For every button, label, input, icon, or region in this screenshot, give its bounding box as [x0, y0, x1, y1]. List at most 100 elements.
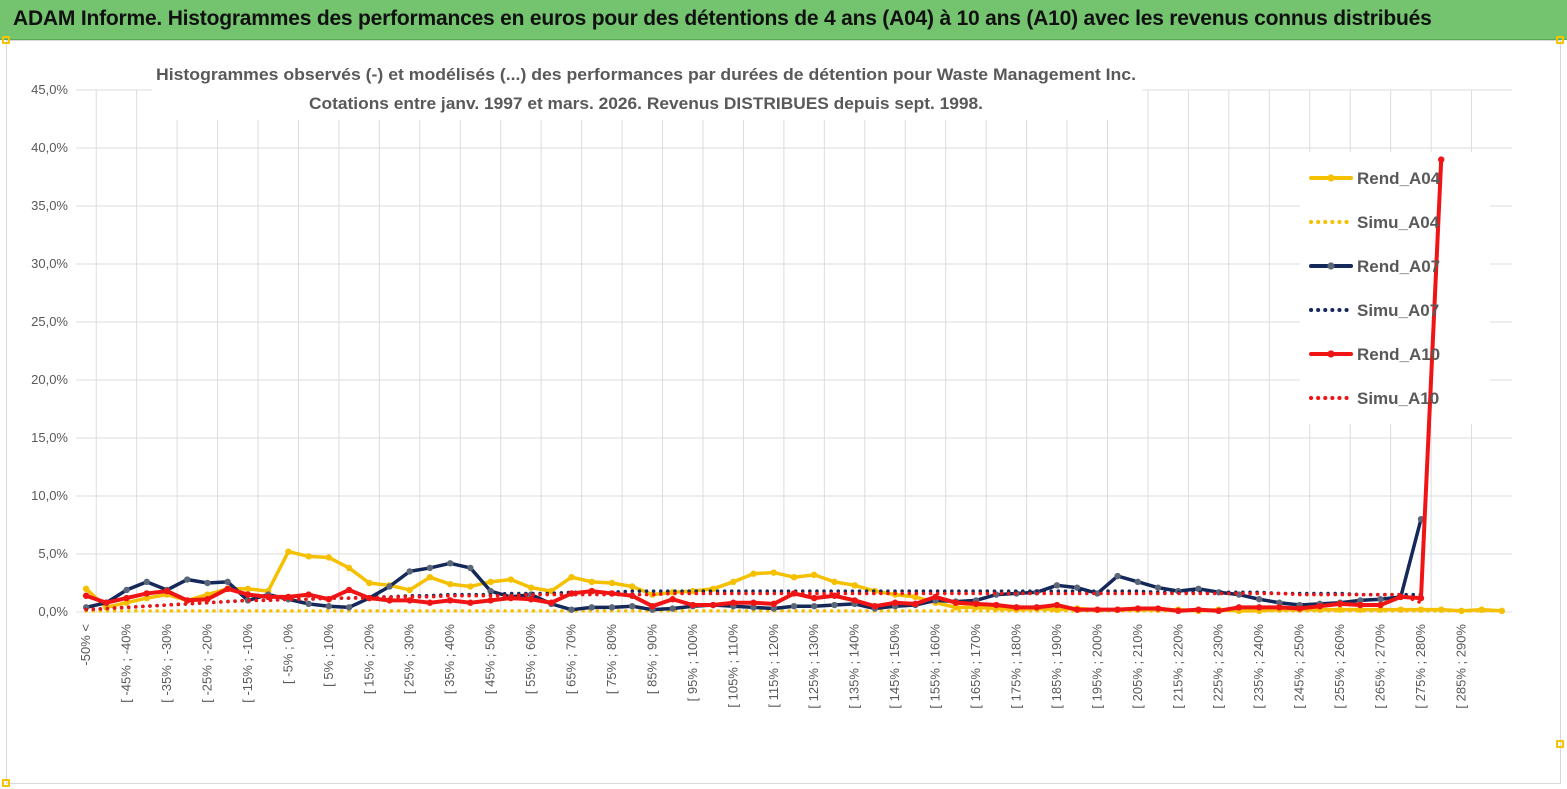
y-tick-label: 10,0% — [31, 488, 68, 503]
data-point-rend-a04 — [446, 580, 454, 588]
data-point-rend-a07 — [143, 578, 150, 586]
x-tick-label: [ 185% ; 190% — [1049, 624, 1064, 709]
y-tick-label: 45,0% — [31, 82, 68, 97]
selection-handle-right[interactable] — [1556, 740, 1564, 748]
x-tick-label: [ 105% ; 110% — [725, 624, 740, 708]
x-tick-label: [ 15% ; 20% — [361, 624, 376, 695]
legend-marker-rend-a07 — [1327, 262, 1335, 270]
data-point-rend-a04 — [305, 553, 312, 560]
data-point-rend-a07 — [790, 603, 798, 610]
data-point-rend-a10 — [952, 599, 960, 606]
data-point-rend-a10 — [487, 597, 494, 604]
legend-label-rend-a10: Rend_A10 — [1357, 345, 1440, 364]
data-point-rend-a10 — [527, 596, 535, 603]
x-tick-label: [ 215% ; 220% — [1170, 624, 1185, 709]
data-point-rend-a10 — [446, 597, 454, 604]
data-point-rend-a04 — [851, 582, 858, 589]
series-line-simu-a10 — [84, 591, 1423, 612]
data-point-rend-a10 — [912, 600, 919, 608]
data-point-rend-a10 — [649, 603, 656, 610]
data-point-rend-a07 — [831, 601, 838, 609]
data-point-rend-a07 — [426, 564, 434, 572]
selection-handle-top-left[interactable] — [2, 36, 10, 44]
data-point-rend-a10 — [548, 599, 555, 606]
data-point-rend-a07 — [184, 576, 191, 583]
data-point-rend-a10 — [730, 599, 737, 606]
data-point-rend-a07 — [811, 603, 818, 610]
data-point-rend-a07 — [1134, 578, 1142, 586]
data-point-rend-a10 — [345, 586, 353, 594]
legend-label-rend-a07: Rend_A07 — [1357, 257, 1440, 276]
data-point-rend-a10 — [426, 599, 434, 606]
x-tick-label: [ 35% ; 40% — [442, 624, 457, 695]
x-tick-label: [ 125% ; 130% — [806, 624, 821, 709]
chart-subtitle: Cotations entre janv. 1997 et mars. 2026… — [309, 94, 983, 113]
data-point-rend-a10 — [669, 596, 676, 603]
data-point-rend-a10 — [891, 599, 899, 606]
data-point-rend-a10 — [1073, 606, 1081, 613]
data-point-rend-a04 — [406, 586, 413, 594]
data-point-rend-a10 — [406, 597, 413, 604]
x-tick-label: [ 155% ; 160% — [928, 624, 943, 709]
data-point-rend-a04 — [770, 569, 777, 576]
data-point-rend-a04 — [325, 554, 333, 561]
legend-label-simu-a10: Simu_A10 — [1357, 389, 1439, 408]
y-tick-label: 25,0% — [31, 314, 68, 329]
data-point-rend-a10 — [1357, 601, 1364, 609]
x-tick-label: [ -15% ; -10% — [240, 624, 255, 703]
data-point-rend-a07 — [204, 579, 211, 587]
data-point-rend-a04 — [912, 593, 919, 601]
legend-label-simu-a04: Simu_A04 — [1357, 213, 1440, 232]
selection-handle-top-right[interactable] — [1556, 36, 1564, 44]
data-point-rend-a07 — [1053, 582, 1061, 589]
data-point-rend-a10 — [811, 594, 818, 602]
x-tick-label: [ 25% ; 30% — [402, 624, 417, 695]
data-point-rend-a04 — [689, 587, 697, 595]
data-point-rend-a07 — [588, 604, 595, 611]
x-tick-label: [ -25% ; -20% — [199, 624, 214, 703]
data-point-rend-a10 — [1215, 607, 1222, 615]
data-point-rend-a10 — [993, 601, 1000, 609]
data-point-rend-a10 — [1053, 601, 1061, 609]
series-line-rend-a10 — [84, 157, 1444, 613]
x-tick-label: [ 75% ; 80% — [604, 624, 619, 695]
data-point-rend-a07 — [345, 604, 353, 611]
x-tick-label: [ 85% ; 90% — [644, 624, 659, 695]
y-tick-label: 20,0% — [31, 372, 68, 387]
data-point-rend-a07 — [123, 586, 130, 594]
data-point-rend-a04 — [628, 583, 636, 590]
data-point-rend-a10 — [1336, 600, 1344, 608]
data-point-rend-a10 — [143, 590, 150, 597]
x-tick-label: [ 275% ; 280% — [1413, 624, 1428, 709]
data-point-rend-a04 — [244, 585, 252, 592]
data-point-rend-a10 — [871, 603, 879, 610]
data-point-rend-a10 — [1114, 606, 1121, 613]
y-tick-label: 30,0% — [31, 256, 68, 271]
data-point-rend-a10 — [709, 601, 717, 609]
data-point-rend-a07 — [446, 560, 454, 567]
data-point-rend-a10 — [689, 601, 697, 609]
x-tick-label: [ 195% ; 200% — [1089, 624, 1104, 709]
data-point-rend-a07 — [1195, 585, 1202, 592]
data-point-rend-a07 — [1154, 584, 1162, 591]
x-tick-label: [ 165% ; 170% — [968, 624, 983, 709]
report-banner: ADAM Informe. Histogrammes des performan… — [0, 0, 1567, 40]
y-tick-label: 15,0% — [31, 430, 68, 445]
data-point-rend-a10 — [1438, 156, 1445, 163]
selection-handle-bottom-left[interactable] — [2, 779, 10, 787]
x-tick-label: [ 175% ; 180% — [1008, 624, 1023, 709]
data-point-rend-a04 — [750, 570, 757, 577]
data-point-rend-a04 — [143, 594, 150, 602]
data-point-rend-a10 — [103, 599, 110, 606]
data-point-rend-a10 — [184, 597, 191, 604]
data-point-rend-a07 — [224, 578, 231, 586]
data-point-rend-a10 — [305, 591, 312, 598]
data-point-rend-a10 — [1417, 594, 1425, 602]
data-point-rend-a04 — [82, 585, 90, 592]
x-tick-label: [ -35% ; -30% — [159, 624, 174, 703]
data-point-rend-a07 — [1357, 597, 1364, 604]
data-point-rend-a07 — [1114, 572, 1121, 580]
data-point-rend-a10 — [1134, 605, 1142, 612]
